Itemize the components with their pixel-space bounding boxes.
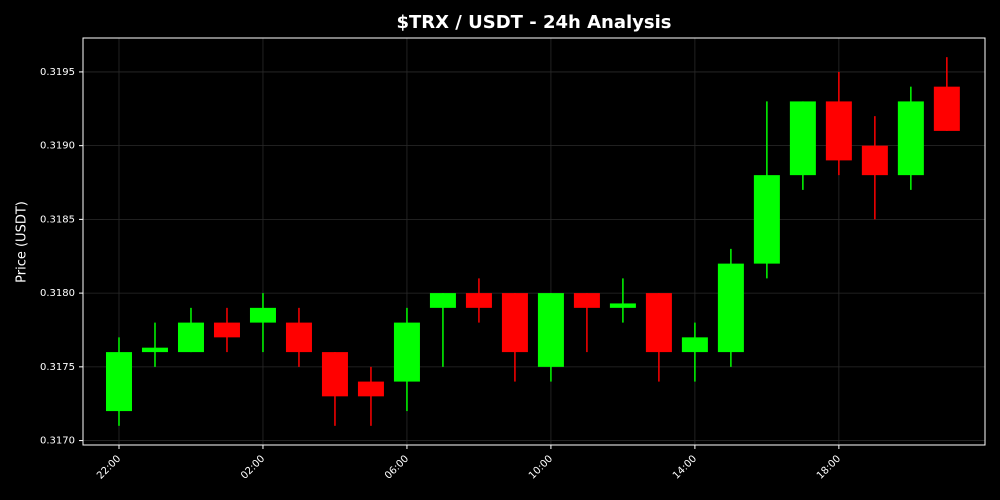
- candle-body: [573, 293, 600, 308]
- candle-body: [825, 101, 852, 161]
- candle-body: [537, 293, 564, 367]
- candle-body: [501, 293, 528, 353]
- candle-body: [861, 145, 888, 176]
- candle-body: [681, 337, 708, 353]
- y-tick-label: 0.3190: [40, 141, 75, 152]
- y-tick-label: 0.3170: [40, 436, 75, 447]
- candle-body: [645, 293, 672, 353]
- candle-body: [897, 101, 924, 176]
- candle-body: [321, 352, 348, 397]
- candle-body: [717, 263, 744, 353]
- candle-body: [789, 101, 816, 176]
- chart-title: $TRX / USDT - 24h Analysis: [397, 12, 672, 33]
- candle-body: [393, 322, 420, 382]
- plot-area: [83, 38, 985, 445]
- y-tick-label: 0.3180: [40, 288, 75, 299]
- candle-body: [465, 293, 492, 308]
- candle-body: [141, 347, 168, 353]
- y-axis-label: Price (USDT): [15, 201, 30, 283]
- candle-body: [933, 86, 960, 131]
- candle-body: [285, 322, 312, 353]
- candle-body: [357, 381, 384, 397]
- candle-body: [609, 303, 636, 308]
- y-tick-label: 0.3195: [40, 67, 75, 78]
- candle-body: [213, 322, 240, 338]
- y-tick-label: 0.3175: [40, 362, 75, 373]
- candle-body: [105, 352, 132, 412]
- candle-body: [753, 175, 780, 264]
- axes-frame: [82, 37, 986, 446]
- y-tick-label: 0.3185: [40, 214, 75, 225]
- candle-body: [249, 307, 276, 323]
- candle-body: [429, 293, 456, 308]
- candle-body: [177, 322, 204, 353]
